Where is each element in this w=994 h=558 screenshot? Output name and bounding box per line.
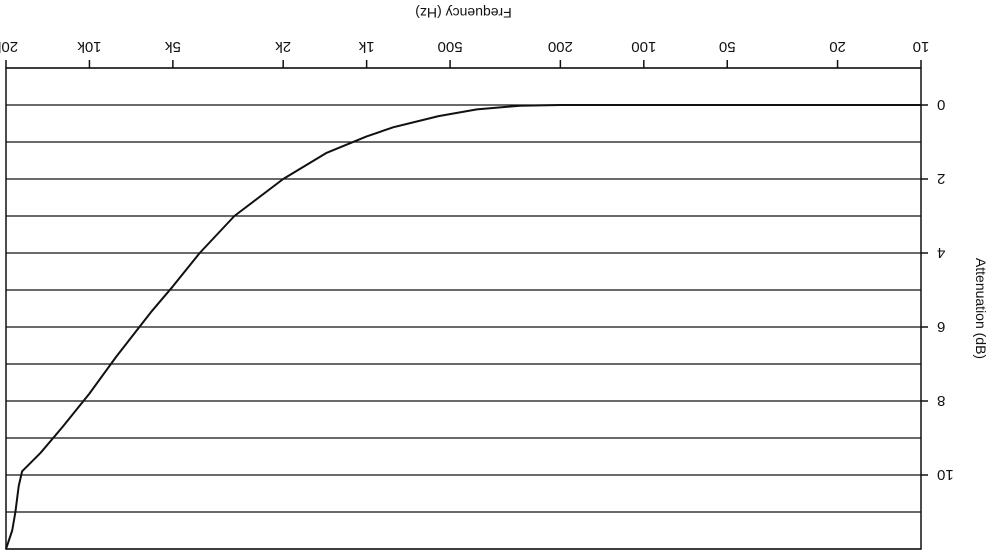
x-tick-label: 5k [164, 38, 180, 55]
x-tick-label: 50 [719, 38, 736, 55]
y-tick-label: 8 [937, 392, 945, 409]
y-tick-label: 4 [937, 244, 945, 261]
x-tick-label: 20k [0, 38, 18, 55]
x-tick-label: 2k [275, 38, 291, 55]
y-axis: 0 2 4 6 8 10 [921, 96, 954, 483]
series-line [5, 104, 921, 550]
x-tick-label: 200 [548, 38, 573, 55]
x-axis-title: Frequency (Hz) [415, 5, 511, 21]
x-tick-label: 500 [438, 38, 463, 55]
y-axis-title: Attenuation (dB) [973, 258, 989, 359]
plot-frame [5, 67, 922, 550]
x-axis: 10 20 50 100 200 500 1k 2k 5k 10k 20k [0, 38, 929, 68]
x-tick-label: 10 [913, 38, 930, 55]
y-tick-label: 6 [937, 318, 945, 335]
x-tick-label: 20 [829, 38, 846, 55]
y-tick-label: 0 [937, 96, 945, 113]
x-tick-label: 100 [631, 38, 656, 55]
x-tick-label: 1k [358, 38, 374, 55]
grid-layer [6, 67, 921, 550]
x-tick-label: 10k [77, 38, 102, 55]
y-tick-label: 10 [937, 466, 954, 483]
y-tick-label: 2 [937, 170, 945, 187]
